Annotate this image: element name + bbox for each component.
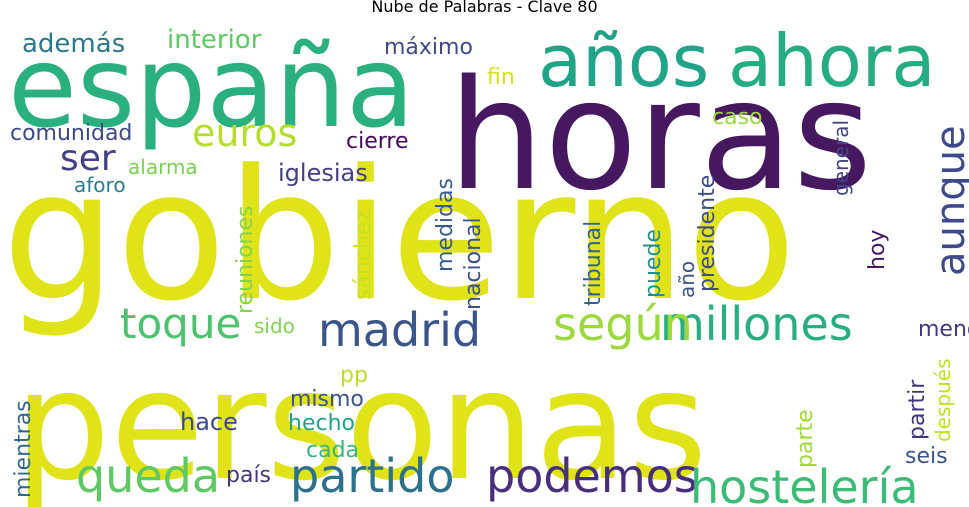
word-personas: personas (14, 337, 707, 507)
word-medidas: medidas (433, 178, 458, 272)
word-ademas: además (22, 29, 125, 59)
word-millones: millones (660, 297, 853, 351)
word-hosteleria: hostelería (690, 460, 919, 507)
word-ano: hoy (865, 230, 890, 270)
word-pp: pp (340, 363, 368, 388)
word-comunidad: comunidad (10, 121, 132, 146)
word-podemos: podemos (486, 449, 698, 503)
word-fin: fin (487, 65, 515, 90)
word-sido: sido (254, 314, 295, 338)
figure-title: Nube de Palabras - Clave 80 (371, 0, 598, 16)
word-hoy: menos (918, 317, 969, 342)
word-madrid: madrid (318, 303, 481, 357)
word-maximo: máximo (384, 35, 473, 60)
word-interior: interior (167, 25, 262, 55)
word-queda: queda (76, 449, 220, 503)
word-nacional: nacional (461, 217, 486, 310)
word-despues: después (931, 358, 955, 442)
word-tribunal: tribunal (581, 221, 606, 306)
word-ser: ser (60, 138, 116, 179)
word-gobierno: gobierno (2, 132, 796, 341)
word-espana: españa (8, 23, 415, 153)
word-hecho: hecho (288, 411, 355, 436)
word-menos: año (675, 261, 699, 298)
word-seis: seis (905, 444, 948, 469)
word-pais: país (226, 463, 271, 488)
word-euros: euros (192, 111, 297, 155)
word-aforo: aforo (74, 173, 126, 197)
word-partir: partir (905, 379, 930, 440)
word-partido: partido (290, 449, 454, 503)
word-parte: parte (793, 409, 818, 468)
word-alarma: alarma (128, 155, 198, 179)
word-caso: caso (712, 105, 763, 130)
word-cierre: cierre (346, 129, 409, 154)
word-aunque: aunque (928, 125, 969, 276)
word-horas: horas (448, 47, 872, 224)
word-mismo: mismo (290, 387, 364, 412)
word-cada: cada (306, 438, 359, 463)
word-puede: puede (641, 229, 666, 298)
word-reuniones: reuniones (233, 206, 258, 315)
word-presidente: presidente (695, 175, 720, 292)
word-segun: según (553, 297, 693, 351)
word-anos: años (538, 19, 709, 103)
word-ahora: ahora (728, 19, 936, 103)
word-general: general (829, 120, 853, 196)
word-hace: hace (180, 408, 238, 436)
word-sanchez: sánchez (351, 210, 376, 300)
word-iglesias: iglesias (278, 159, 368, 187)
word-mientras: mientras (11, 400, 36, 498)
word-toque: toque (120, 299, 241, 348)
